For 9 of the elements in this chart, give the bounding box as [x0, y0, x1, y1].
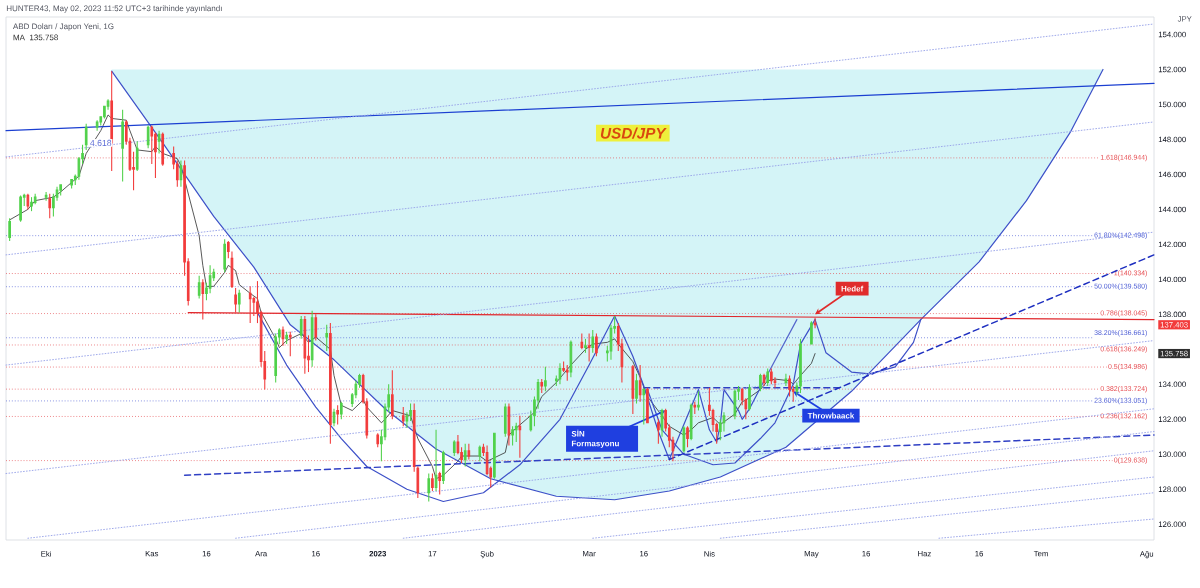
text: 135.758	[30, 34, 58, 41]
chart-title: HUNTER43, May 02, 2023 11:52 UTC+3 tarihinde yayınlandı	[6, 5, 222, 13]
annotation: Throwbaack	[807, 412, 855, 419]
text: ABD Doları / Japon Yeni, 1G	[12, 23, 114, 31]
text: MA	[13, 34, 25, 41]
annotation: Hedef	[841, 285, 864, 292]
annotation: 4.618	[90, 139, 112, 146]
annotation: USD/JPY	[600, 127, 667, 139]
annotation: SİN Formasyonu	[571, 429, 619, 448]
